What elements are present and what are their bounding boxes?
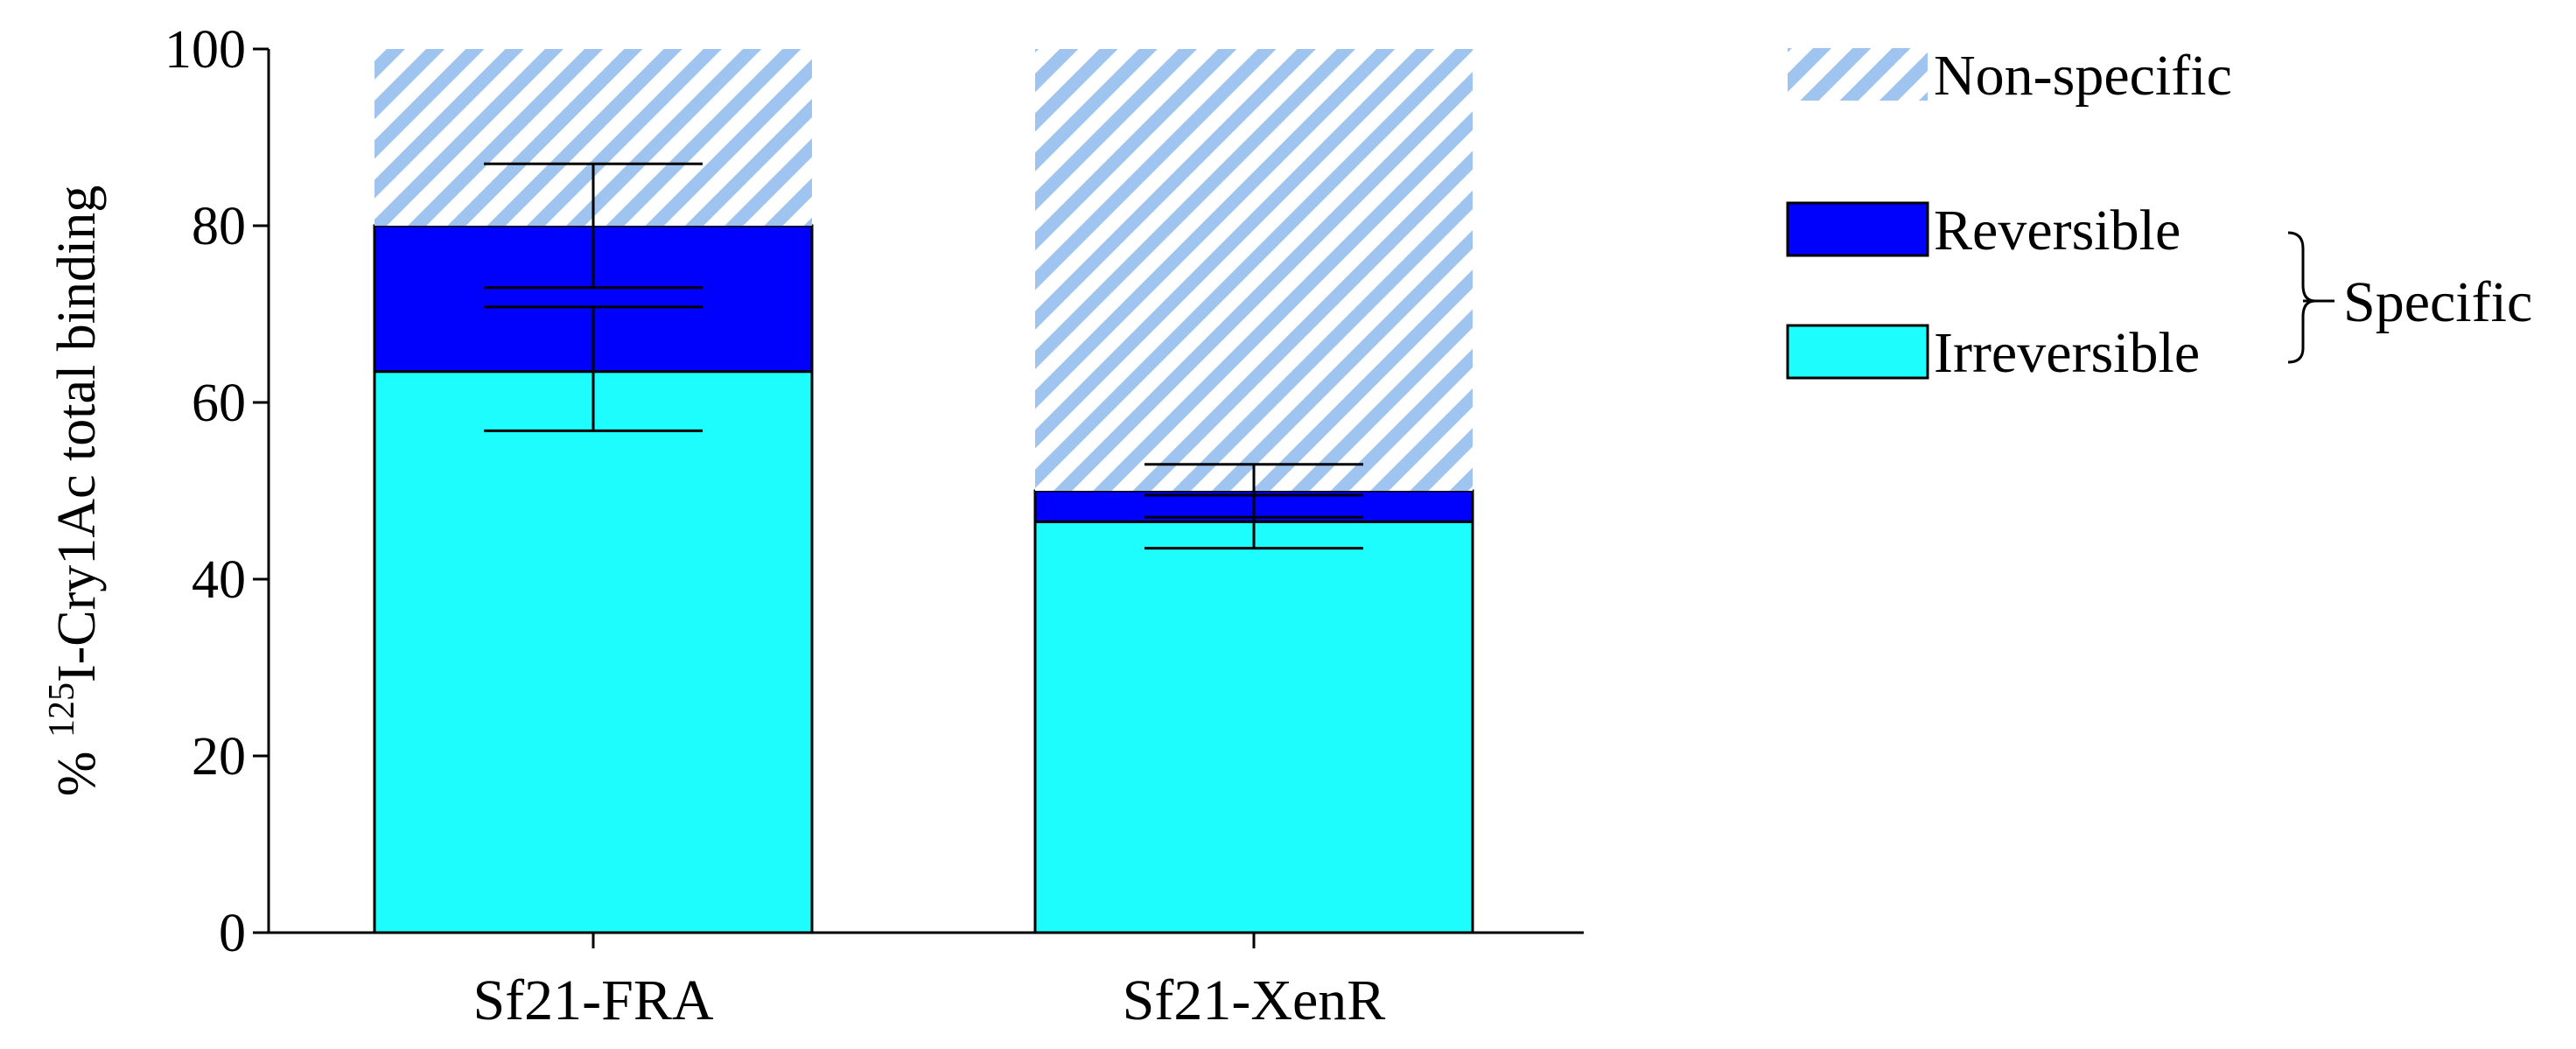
y-axis-title: % 125I-Cry1Ac total binding — [42, 185, 107, 796]
x-tick-label-sf21-fra: Sf21-FRA — [472, 969, 713, 1032]
bar-sf21-xenr-non-specific — [1035, 49, 1473, 491]
y-tick-label-0: 0 — [219, 904, 246, 963]
y-ticks: 0 20 40 60 80 100 — [164, 20, 269, 963]
y-tick-label-100: 100 — [164, 20, 246, 80]
bar-sf21-xenr-irreversible — [1033, 520, 1474, 934]
y-tick-label-80: 80 — [192, 197, 246, 256]
legend-label-reversible: Reversible — [1934, 199, 2180, 262]
bars-layer — [373, 49, 1474, 934]
y-tick-label-20: 20 — [192, 727, 246, 787]
y-tick-label-60: 60 — [192, 374, 246, 433]
legend: Non-specific Reversible Irreversible — [1786, 44, 2232, 385]
legend-label-non-specific: Non-specific — [1934, 44, 2232, 108]
y-tick-label-40: 40 — [192, 550, 246, 610]
legend-label-irreversible: Irreversible — [1934, 321, 2200, 385]
axes — [267, 49, 1584, 934]
error-bars-layer — [484, 162, 1363, 550]
specific-bracket: Specific — [2287, 231, 2532, 364]
x-ticks: Sf21-FRA Sf21-XenR — [472, 933, 1385, 1032]
x-tick-label-sf21-xenr: Sf21-XenR — [1123, 969, 1386, 1032]
bar-sf21-fra-irreversible — [373, 370, 814, 934]
legend-group-label-specific: Specific — [2343, 270, 2532, 334]
specific-brace — [2287, 231, 2316, 364]
legend-swatch-non-specific — [1788, 48, 1928, 101]
legend-swatch-reversible — [1786, 201, 1929, 257]
legend-swatch-irreversible — [1786, 324, 1929, 380]
